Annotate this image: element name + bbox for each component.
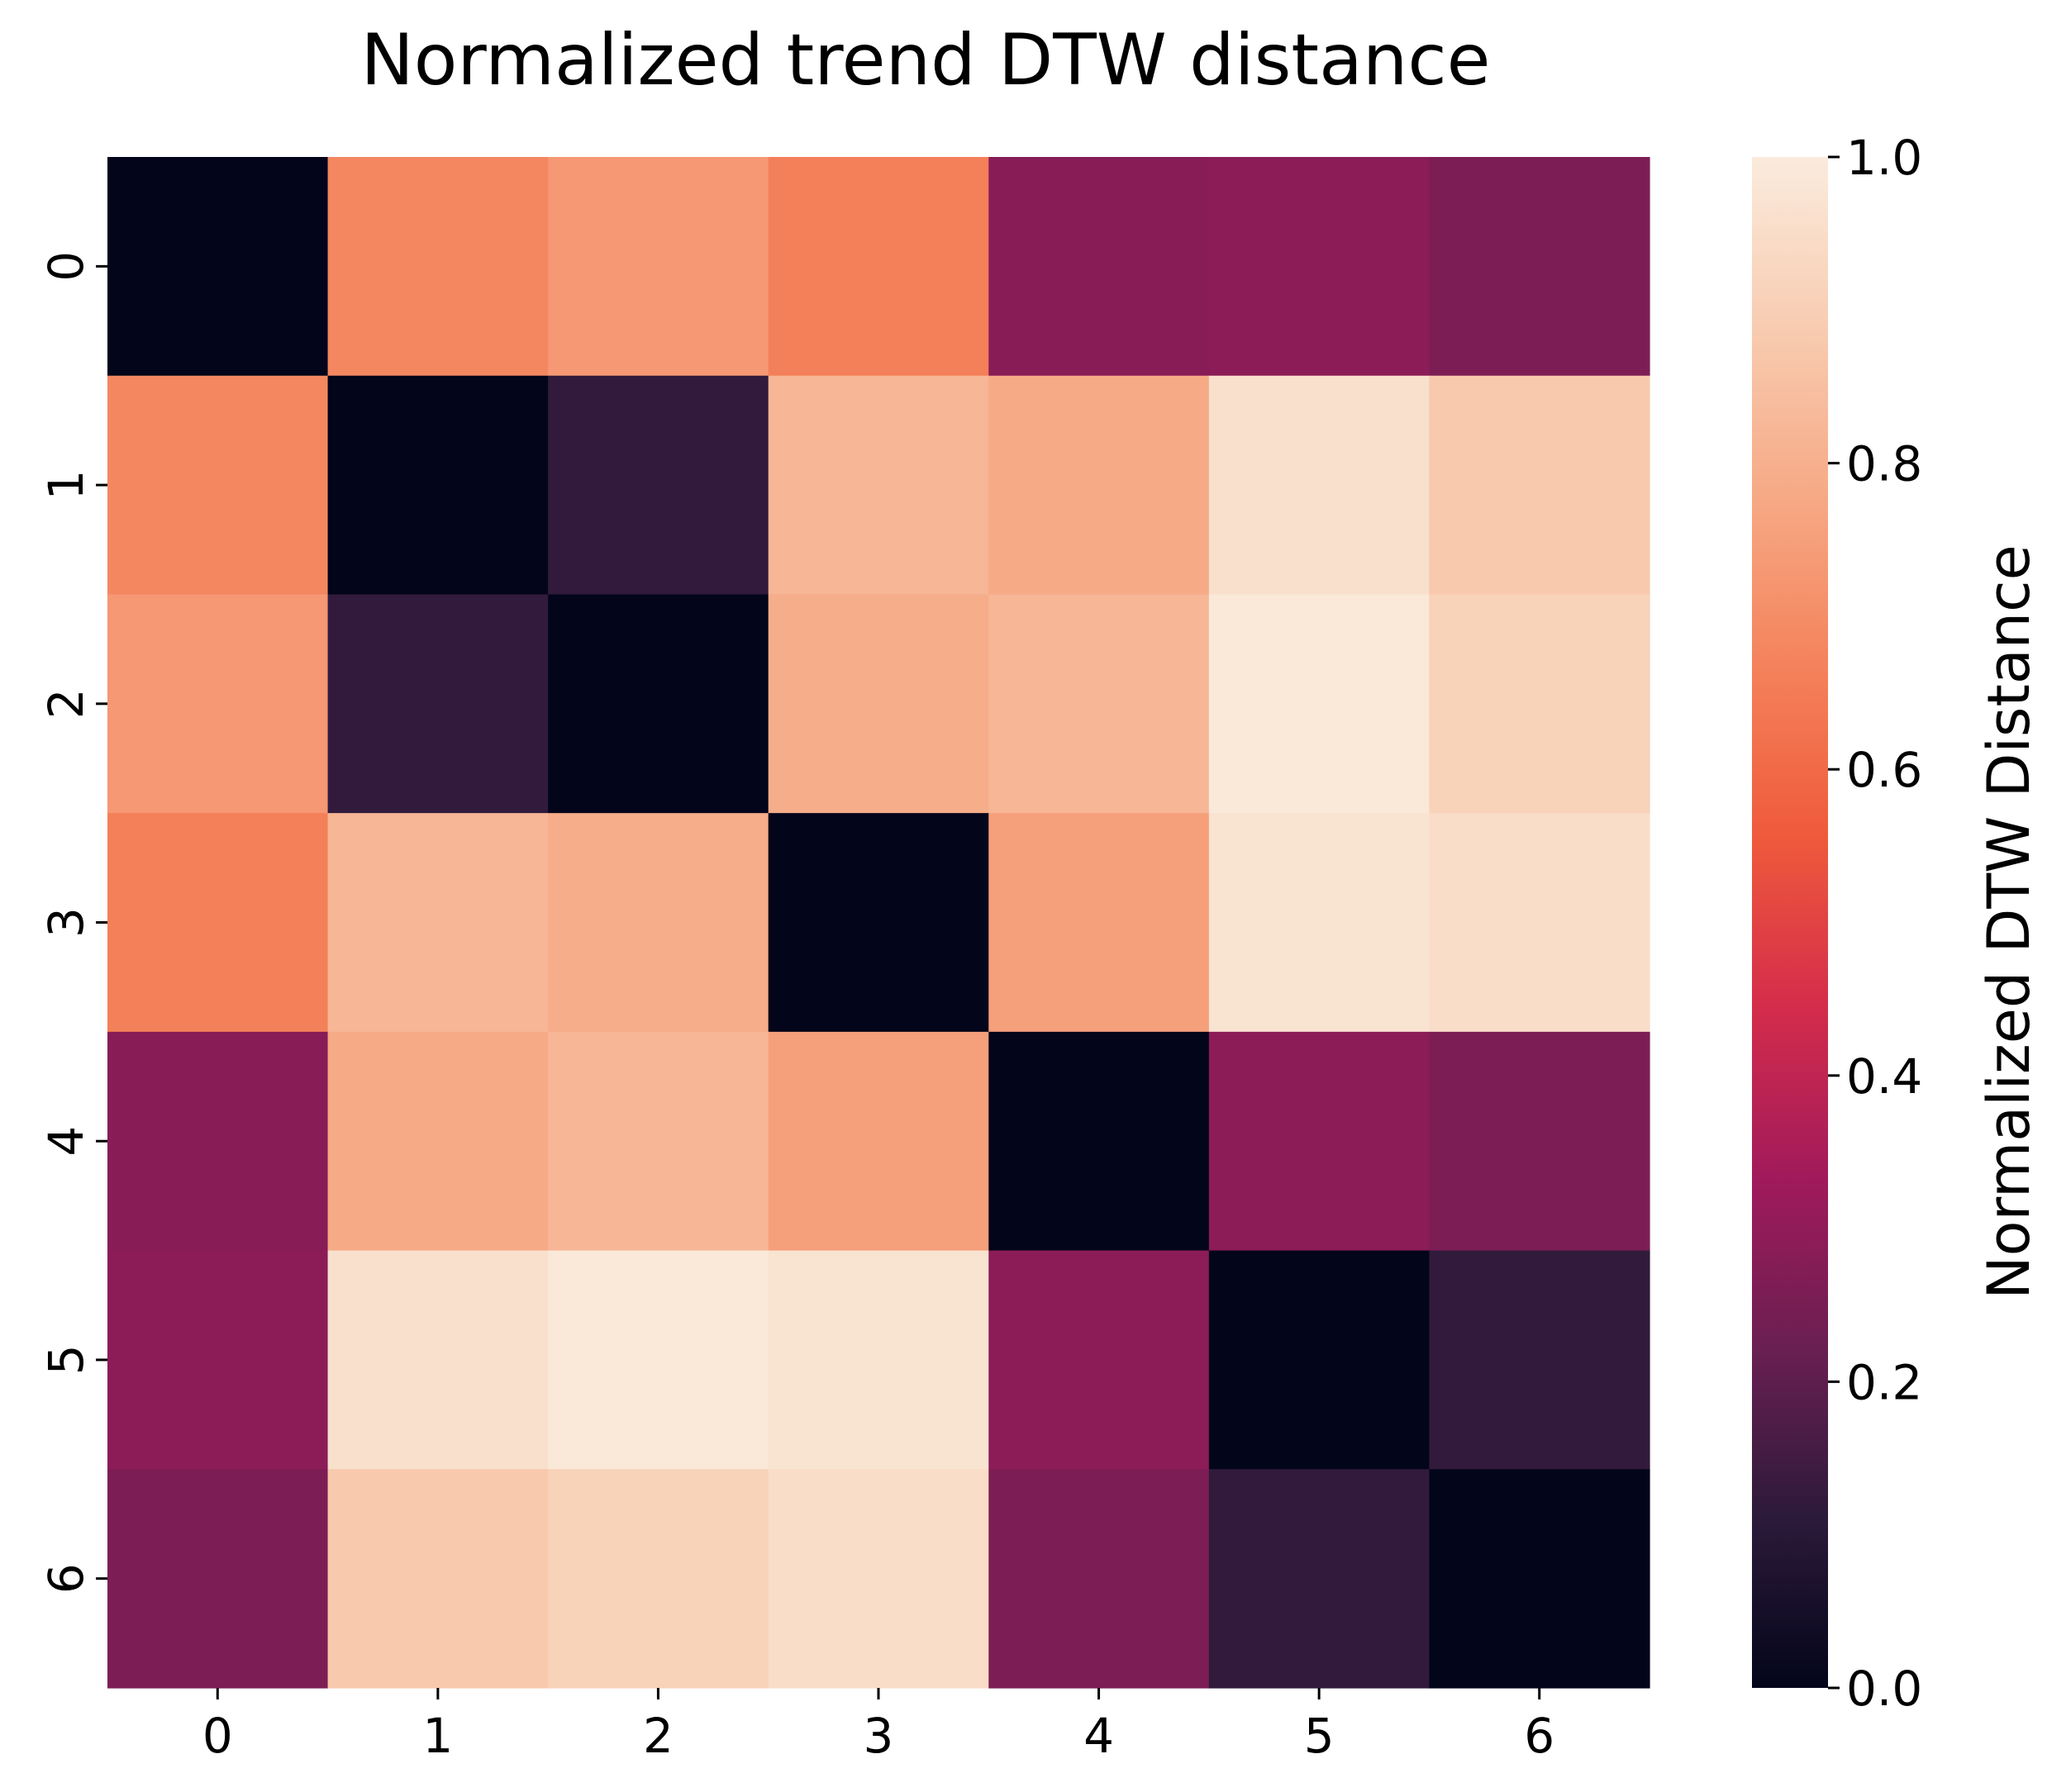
heatmap-cell-r3-c3 <box>768 813 989 1033</box>
heatmap-cell-r0-c0 <box>107 157 329 377</box>
heatmap-cell-r5-c0 <box>107 1250 329 1470</box>
heatmap-cell-r6-c1 <box>327 1469 549 1689</box>
heatmap-cell-r4-c1 <box>327 1031 549 1252</box>
x-tick-label: 4 <box>1083 1708 1114 1764</box>
y-tick-label: 2 <box>38 688 94 719</box>
heatmap-cell-r3-c5 <box>1208 813 1431 1033</box>
x-axis: 0 1 2 3 4 5 6 <box>202 1688 1554 1764</box>
heatmap-cell-r2-c3 <box>768 594 989 814</box>
heatmap-cell-r5-c5 <box>1208 1250 1431 1470</box>
heatmap-cells <box>107 157 1650 1689</box>
heatmap-cell-r3-c6 <box>1429 813 1650 1033</box>
heatmap-cell-r1-c6 <box>1429 375 1650 596</box>
chart-title: Normalized trend DTW distance <box>360 19 1490 102</box>
heatmap-cell-r4-c0 <box>107 1031 329 1252</box>
heatmap-cell-r4-c3 <box>768 1031 989 1252</box>
x-tick-label: 5 <box>1304 1708 1335 1764</box>
heatmap-cell-r5-c4 <box>988 1250 1210 1470</box>
heatmap-cell-r1-c5 <box>1208 375 1431 596</box>
heatmap-cell-r2-c1 <box>327 594 549 814</box>
heatmap-cell-r2-c4 <box>988 594 1210 814</box>
heatmap-cell-r1-c2 <box>548 375 769 596</box>
heatmap-cell-r4-c2 <box>548 1031 769 1252</box>
heatmap-cell-r0-c4 <box>988 157 1210 377</box>
y-tick-label: 1 <box>38 470 94 501</box>
colorbar-tick-label: 1.0 <box>1846 130 1922 186</box>
heatmap-cell-r0-c5 <box>1208 157 1431 377</box>
heatmap-cell-r6-c5 <box>1208 1469 1431 1689</box>
heatmap-cell-r6-c3 <box>768 1469 989 1689</box>
x-tick-label: 0 <box>202 1708 233 1764</box>
heatmap-cell-r3-c0 <box>107 813 329 1033</box>
colorbar <box>1752 157 1828 1688</box>
heatmap-cell-r3-c1 <box>327 813 549 1033</box>
heatmap-cell-r3-c2 <box>548 813 769 1033</box>
heatmap-cell-r5-c1 <box>327 1250 549 1470</box>
y-tick-label: 4 <box>38 1126 94 1157</box>
x-tick-label: 3 <box>864 1708 894 1764</box>
heatmap-cell-r1-c4 <box>988 375 1210 596</box>
y-tick-label: 6 <box>38 1563 94 1594</box>
heatmap-cell-r6-c6 <box>1429 1469 1650 1689</box>
colorbar-tick-label: 0.0 <box>1846 1661 1922 1717</box>
colorbar-label: Normalized DTW Distance <box>1975 544 2043 1299</box>
heatmap-cell-r6-c2 <box>548 1469 769 1689</box>
heatmap-cell-r1-c0 <box>107 375 329 596</box>
heatmap-cell-r0-c2 <box>548 157 769 377</box>
heatmap-cell-r3-c4 <box>988 813 1210 1033</box>
heatmap-cell-r1-c1 <box>327 375 549 596</box>
colorbar-tick-label: 0.6 <box>1846 742 1922 798</box>
colorbar-axis: 0.0 0.2 0.4 0.6 0.8 1.0 <box>1828 130 1922 1717</box>
y-axis: 0 1 2 3 4 5 6 <box>38 251 107 1594</box>
heatmap-cell-r5-c6 <box>1429 1250 1650 1470</box>
x-tick-label: 6 <box>1524 1708 1554 1764</box>
y-tick-label: 3 <box>38 907 94 938</box>
heatmap-cell-r2-c6 <box>1429 594 1650 814</box>
heatmap-cell-r5-c2 <box>548 1250 769 1470</box>
heatmap-cell-r6-c0 <box>107 1469 329 1689</box>
x-tick-label: 1 <box>422 1708 453 1764</box>
heatmap-cell-r2-c5 <box>1208 594 1431 814</box>
heatmap-cell-r4-c4 <box>988 1031 1210 1252</box>
heatmap-cell-r0-c3 <box>768 157 989 377</box>
x-tick-label: 2 <box>643 1708 674 1764</box>
colorbar-tick-label: 0.2 <box>1846 1354 1922 1410</box>
heatmap-cell-r0-c1 <box>327 157 549 377</box>
heatmap-cell-r0-c6 <box>1429 157 1650 377</box>
y-tick-label: 0 <box>38 251 94 282</box>
heatmap-cell-r5-c3 <box>768 1250 989 1470</box>
heatmap-cell-r4-c6 <box>1429 1031 1650 1252</box>
colorbar-tick-label: 0.4 <box>1846 1048 1922 1105</box>
y-tick-label: 5 <box>38 1344 94 1375</box>
heatmap-cell-r1-c3 <box>768 375 989 596</box>
heatmap-cell-r2-c2 <box>548 594 769 814</box>
heatmap-cell-r6-c4 <box>988 1469 1210 1689</box>
colorbar-tick-label: 0.8 <box>1846 436 1922 492</box>
heatmap-cell-r4-c5 <box>1208 1031 1431 1252</box>
heatmap-cell-r2-c0 <box>107 594 329 814</box>
